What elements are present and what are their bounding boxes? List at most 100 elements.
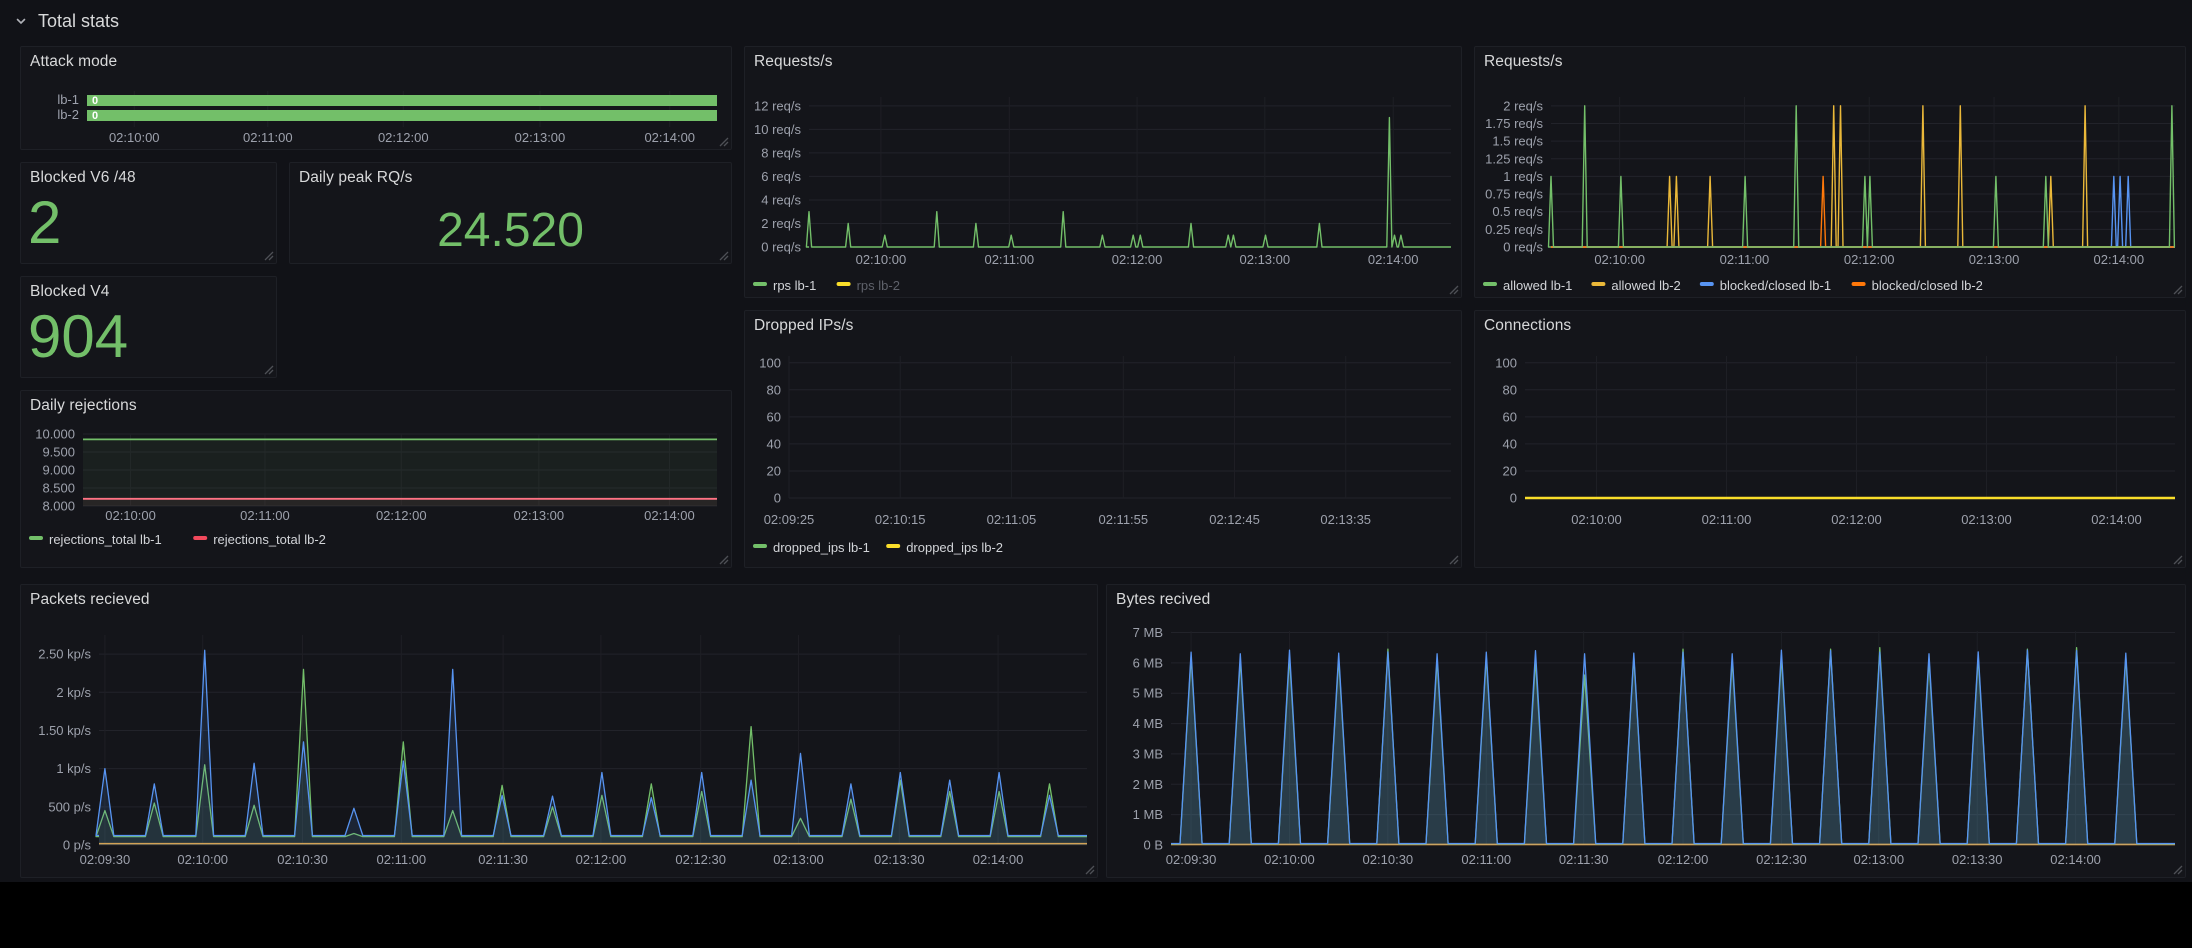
svg-text:02:11:00: 02:11:00	[240, 508, 290, 523]
requests-right-chart[interactable]: 2 req/s1.75 req/s1.5 req/s1.25 req/s1 re…	[1475, 47, 2187, 299]
panel-blocked-v4: Blocked V4 904	[20, 276, 277, 378]
svg-text:allowed lb-1: allowed lb-1	[1503, 278, 1572, 293]
svg-text:1.50 kp/s: 1.50 kp/s	[38, 723, 91, 738]
svg-text:02:10:00: 02:10:00	[856, 252, 907, 267]
svg-text:2 kp/s: 2 kp/s	[56, 685, 91, 700]
panel-title[interactable]: Connections	[1484, 317, 1571, 335]
panel-title[interactable]: Daily rejections	[30, 397, 137, 415]
svg-text:02:12:00: 02:12:00	[576, 852, 627, 867]
svg-text:02:13:30: 02:13:30	[1952, 852, 2003, 867]
svg-text:02:14:00: 02:14:00	[2050, 852, 2101, 867]
packets-received-chart[interactable]: 2.50 kp/s2 kp/s1.50 kp/s1 kp/s500 p/s0 p…	[21, 585, 1099, 879]
svg-text:0.75 req/s: 0.75 req/s	[1485, 187, 1543, 202]
svg-text:2.50 kp/s: 2.50 kp/s	[38, 647, 91, 662]
dropped-ips-chart[interactable]: 10080604020002:09:2502:10:1502:11:0502:1…	[745, 311, 1463, 569]
resize-handle-icon[interactable]	[719, 555, 729, 565]
svg-text:02:12:00: 02:12:00	[1831, 512, 1882, 527]
daily-rejections-chart[interactable]: 10.0009.5009.0008.5008.00002:10:0002:11:…	[21, 391, 733, 569]
svg-text:0 p/s: 0 p/s	[63, 838, 92, 853]
svg-text:1 kp/s: 1 kp/s	[56, 761, 91, 776]
svg-text:1 MB: 1 MB	[1133, 807, 1163, 822]
resize-handle-icon[interactable]	[1449, 285, 1459, 295]
svg-text:100: 100	[759, 355, 781, 370]
connections-chart[interactable]: 10080604020002:10:0002:11:0002:12:0002:1…	[1475, 311, 2187, 569]
section-title: Total stats	[38, 11, 119, 32]
panel-daily-peak: Daily peak RQ/s 24.520	[289, 162, 732, 264]
svg-text:1.75 req/s: 1.75 req/s	[1485, 116, 1543, 131]
panel-title[interactable]: Daily peak RQ/s	[290, 169, 731, 187]
svg-text:60: 60	[767, 409, 781, 424]
resize-handle-icon[interactable]	[719, 137, 729, 147]
svg-text:02:13:30: 02:13:30	[874, 852, 925, 867]
stat-value-daily-peak: 24.520	[290, 207, 731, 255]
svg-text:02:13:00: 02:13:00	[773, 852, 824, 867]
svg-text:0 req/s: 0 req/s	[1503, 240, 1543, 255]
svg-text:12 req/s: 12 req/s	[754, 98, 801, 113]
svg-text:02:13:35: 02:13:35	[1320, 512, 1371, 527]
panel-title[interactable]: Blocked V6 /48	[30, 169, 136, 187]
svg-text:02:10:00: 02:10:00	[1571, 512, 1622, 527]
panel-requests-mid: Requests/s 12 req/s10 req/s8 req/s6 req/…	[744, 46, 1462, 298]
svg-text:8.500: 8.500	[42, 481, 75, 496]
svg-text:0 req/s: 0 req/s	[761, 240, 801, 255]
svg-text:02:10:15: 02:10:15	[875, 512, 926, 527]
svg-text:4 req/s: 4 req/s	[761, 192, 801, 207]
svg-text:02:12:00: 02:12:00	[378, 130, 429, 145]
svg-text:02:14:00: 02:14:00	[2094, 252, 2145, 267]
panel-title[interactable]: Requests/s	[1484, 53, 1563, 71]
svg-text:2 MB: 2 MB	[1133, 777, 1163, 792]
panel-title[interactable]: Bytes recived	[1116, 591, 1210, 609]
svg-text:02:11:00: 02:11:00	[1702, 512, 1752, 527]
svg-text:dropped_ips lb-1: dropped_ips lb-1	[773, 540, 870, 555]
resize-handle-icon[interactable]	[264, 365, 274, 375]
bytes-received-chart[interactable]: 7 MB6 MB5 MB4 MB3 MB2 MB1 MB0 B02:09:300…	[1107, 585, 2187, 879]
attack-mode-bar-gauge[interactable]: 02:10:0002:11:0002:12:0002:13:0002:14:00…	[21, 47, 733, 151]
resize-handle-icon[interactable]	[2173, 285, 2183, 295]
panel-title[interactable]: Packets recieved	[30, 591, 150, 609]
svg-text:02:11:00: 02:11:00	[1720, 252, 1770, 267]
panel-title[interactable]: Blocked V4	[30, 283, 109, 301]
svg-text:02:11:00: 02:11:00	[243, 130, 293, 145]
svg-text:rps lb-2: rps lb-2	[857, 278, 900, 293]
svg-text:02:09:30: 02:09:30	[80, 852, 131, 867]
resize-handle-icon[interactable]	[2173, 555, 2183, 565]
svg-text:02:12:00: 02:12:00	[1844, 252, 1895, 267]
svg-text:02:14:00: 02:14:00	[2091, 512, 2142, 527]
dashboard-screenshot: Total stats Attack mode 02:10:00 02:11:00…	[0, 0, 2192, 948]
svg-text:40: 40	[1503, 436, 1517, 451]
resize-handle-icon[interactable]	[1449, 555, 1459, 565]
panel-requests-right: Requests/s 2 req/s1.75 req/s1.5 req/s1.2…	[1474, 46, 2186, 298]
resize-handle-icon[interactable]	[719, 251, 729, 261]
svg-text:6 MB: 6 MB	[1133, 655, 1163, 670]
panel-attack-mode: Attack mode 02:10:0002:11:0002:12:0002:1…	[20, 46, 732, 150]
svg-text:02:13:00: 02:13:00	[1961, 512, 2012, 527]
svg-text:02:11:05: 02:11:05	[987, 512, 1037, 527]
svg-text:0: 0	[774, 491, 781, 506]
resize-handle-icon[interactable]	[264, 251, 274, 261]
svg-text:02:13:00: 02:13:00	[1240, 252, 1291, 267]
section-row-total-stats[interactable]: Total stats	[14, 8, 119, 34]
svg-text:02:10:30: 02:10:30	[277, 852, 328, 867]
svg-text:02:12:30: 02:12:30	[1756, 852, 1807, 867]
resize-handle-icon[interactable]	[1085, 865, 1095, 875]
panel-title[interactable]: Dropped IPs/s	[754, 317, 854, 335]
svg-text:02:09:30: 02:09:30	[1166, 852, 1217, 867]
svg-text:100: 100	[1495, 355, 1517, 370]
svg-text:02:11:30: 02:11:30	[1559, 852, 1609, 867]
panel-title[interactable]: Attack mode	[30, 53, 117, 71]
svg-text:0: 0	[92, 95, 98, 107]
resize-handle-icon[interactable]	[2173, 865, 2183, 875]
svg-text:blocked/closed lb-1: blocked/closed lb-1	[1720, 278, 1831, 293]
panel-title[interactable]: Requests/s	[754, 53, 833, 71]
svg-text:40: 40	[767, 436, 781, 451]
svg-text:lb-1: lb-1	[57, 92, 79, 107]
svg-text:02:13:00: 02:13:00	[1854, 852, 1905, 867]
panel-connections: Connections 10080604020002:10:0002:11:00…	[1474, 310, 2186, 568]
svg-text:allowed lb-2: allowed lb-2	[1611, 278, 1680, 293]
svg-text:02:14:00: 02:14:00	[1368, 252, 1419, 267]
svg-text:60: 60	[1503, 409, 1517, 424]
svg-text:0 B: 0 B	[1143, 838, 1163, 853]
svg-text:02:10:00: 02:10:00	[1594, 252, 1645, 267]
requests-mid-chart[interactable]: 12 req/s10 req/s8 req/s6 req/s4 req/s2 r…	[745, 47, 1463, 299]
svg-text:02:11:30: 02:11:30	[478, 852, 528, 867]
